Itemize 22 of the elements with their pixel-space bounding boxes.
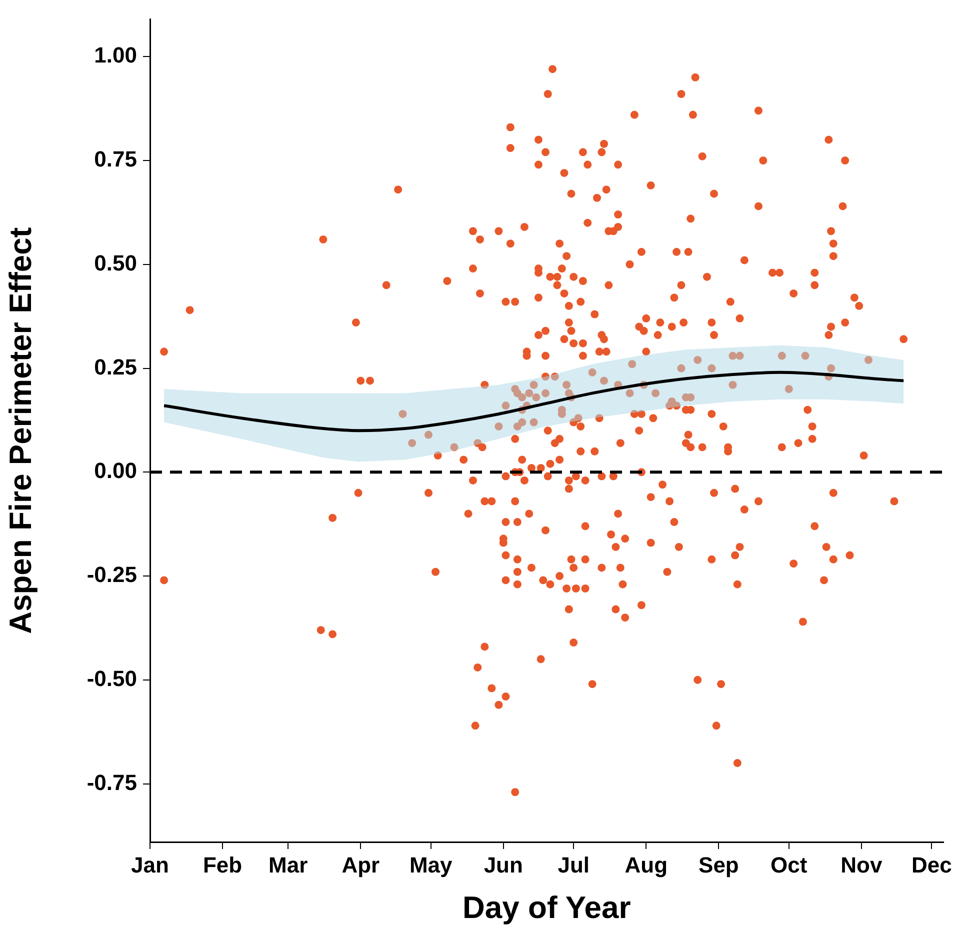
y-tick-label: 0.75 bbox=[94, 146, 137, 172]
x-tick-label: Nov bbox=[840, 852, 883, 878]
y-tick-label: 1.00 bbox=[94, 42, 137, 68]
x-tick-label: Oct bbox=[770, 852, 808, 878]
y-tick-label: 0.25 bbox=[94, 354, 137, 380]
y-tick-label: 0.50 bbox=[94, 250, 137, 276]
x-tick-label: May bbox=[409, 852, 453, 878]
y-tick-label: 0.00 bbox=[94, 458, 137, 484]
x-tick-label: Feb bbox=[202, 852, 242, 878]
x-tick-label: Jun bbox=[484, 852, 523, 878]
x-tick-label: Dec bbox=[911, 852, 952, 878]
y-tick-label: -0.50 bbox=[86, 666, 137, 691]
x-axis-title: Day of Year bbox=[462, 890, 631, 925]
y-tick-label: -0.25 bbox=[86, 562, 137, 588]
x-tick-label: Mar bbox=[268, 852, 308, 878]
x-tick-label: Apr bbox=[342, 852, 380, 878]
x-tick-label: Jul bbox=[558, 852, 590, 878]
y-axis-title: Aspen Fire Perimeter Effect bbox=[3, 227, 38, 634]
x-tick-label: Jan bbox=[131, 852, 169, 878]
x-tick-label: Aug bbox=[624, 852, 668, 878]
y-tick-label: -0.75 bbox=[86, 770, 137, 795]
x-tick-label: Sep bbox=[698, 852, 739, 878]
